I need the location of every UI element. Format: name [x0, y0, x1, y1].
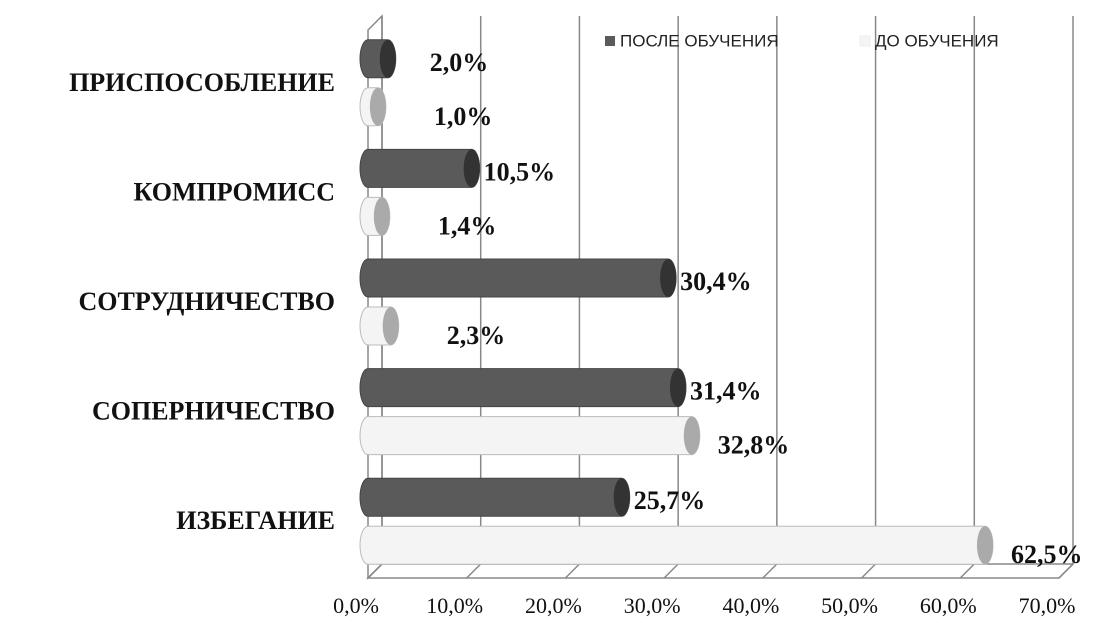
- value-label: 30,4%: [680, 267, 752, 296]
- value-label: 1,4%: [438, 211, 497, 240]
- grid-line: [762, 16, 778, 579]
- bar-cap: [669, 368, 686, 407]
- value-label: 1,0%: [434, 102, 493, 131]
- bar-cap: [373, 197, 390, 236]
- bar-cap: [379, 39, 396, 78]
- bar-body: [359, 477, 631, 517]
- grid-line: [1058, 16, 1074, 579]
- bar-cap: [683, 416, 700, 455]
- bar: [359, 39, 397, 79]
- x-tick-label: 60,0%: [920, 593, 977, 618]
- bar: [359, 525, 994, 565]
- bar-body: [359, 258, 677, 298]
- bar: [359, 196, 391, 236]
- category-label: КОМПРОМИСС: [134, 177, 335, 206]
- value-label: 62,5%: [1011, 540, 1083, 569]
- x-tick-label: 40,0%: [722, 593, 779, 618]
- bar-body: [359, 525, 994, 565]
- category-label: СОПЕРНИЧЕСТВО: [92, 397, 335, 426]
- grid-line: [861, 16, 877, 579]
- value-label: 31,4%: [690, 377, 762, 406]
- bar-body: [359, 416, 701, 456]
- bar-cap: [382, 307, 399, 345]
- bar: [359, 477, 631, 517]
- legend-swatch: [859, 35, 871, 47]
- value-label: 10,5%: [484, 157, 556, 186]
- x-tick-label: 70,0%: [1019, 593, 1076, 618]
- x-tick-label: 30,0%: [624, 593, 681, 618]
- bar: [359, 148, 481, 188]
- bar-cap: [369, 87, 386, 126]
- x-tick-label: 0,0%: [333, 593, 379, 618]
- x-tick-label: 50,0%: [821, 593, 878, 618]
- bar: [359, 306, 400, 346]
- category-label: СОТРУДНИЧЕСТВО: [79, 287, 335, 316]
- category-label: ПРИСПОСОБЛЕНИЕ: [69, 68, 335, 97]
- legend-swatch: [605, 36, 615, 46]
- grid-line: [959, 16, 976, 579]
- bar: [359, 416, 701, 456]
- bar: [359, 368, 687, 408]
- bar-body: [359, 368, 687, 408]
- bar-body: [359, 148, 481, 188]
- x-tick-label: 10,0%: [426, 593, 483, 618]
- value-label: 25,7%: [634, 486, 706, 515]
- legend-label: ДО ОБУЧЕНИЯ: [875, 31, 999, 50]
- value-label: 32,8%: [718, 431, 790, 460]
- value-label: 2,0%: [430, 48, 489, 77]
- bar-cap: [613, 478, 630, 517]
- bar: [359, 87, 387, 127]
- bar-cap: [660, 259, 677, 297]
- value-label: 2,3%: [447, 321, 506, 350]
- bar-cap: [976, 526, 993, 565]
- x-tick-label: 20,0%: [525, 593, 582, 618]
- category-label: ИЗБЕГАНИЕ: [176, 506, 335, 535]
- bar-cap: [463, 149, 480, 188]
- bar: [359, 258, 677, 298]
- legend-label: ПОСЛЕ ОБУЧЕНИЯ: [620, 31, 779, 50]
